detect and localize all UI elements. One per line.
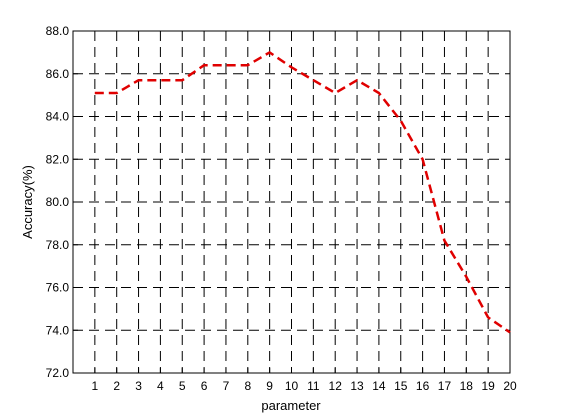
y-tick-label: 86.0 [46,67,70,81]
x-tick-label: 11 [307,379,320,393]
x-tick-label: 18 [460,379,474,393]
x-tick-label: 14 [372,379,386,393]
y-tick-label: 76.0 [46,281,70,295]
x-tick-label: 3 [135,379,142,393]
x-tick-label: 4 [157,379,164,393]
x-tick-label: 13 [350,379,364,393]
series-group [94,51,511,334]
series-line-0 [94,51,511,334]
x-tick-label: 20 [503,379,517,393]
y-tick-label: 72.0 [46,366,70,380]
y-tick-label: 78.0 [46,238,70,252]
x-tick-label: 12 [329,379,343,393]
x-tick-label: 5 [179,379,186,393]
x-tick-label: 8 [244,379,251,393]
x-tick-label: 19 [481,379,495,393]
y-axis-ticks: 72.0 74.0 76.0 78.0 80.0 82.0 84.0 86.0 88.0 [46,24,78,380]
x-tick-label: 1 [92,379,99,393]
y-tick-label: 80.0 [46,195,70,209]
x-tick-label: 10 [285,379,299,393]
x-tick-label: 7 [223,379,230,393]
x-axis-label: parameter [261,398,321,413]
x-tick-label: 2 [113,379,120,393]
y-tick-label: 74.0 [46,323,70,337]
x-tick-label: 17 [438,379,452,393]
x-tick-label: 9 [266,379,273,393]
grid-lines [73,31,510,373]
x-tick-label: 16 [416,379,430,393]
x-tick-label: 15 [394,379,408,393]
y-tick-label: 88.0 [46,24,70,38]
y-tick-label: 82.0 [46,152,70,166]
y-tick-label: 84.0 [46,110,70,124]
x-tick-label: 6 [201,379,208,393]
x-axis-ticks: 1 2 3 4 5 6 7 8 9 10 11 12 13 14 15 16 17 18 19 20 [92,368,517,393]
y-axis-label: Accuracy(%) [20,165,35,239]
